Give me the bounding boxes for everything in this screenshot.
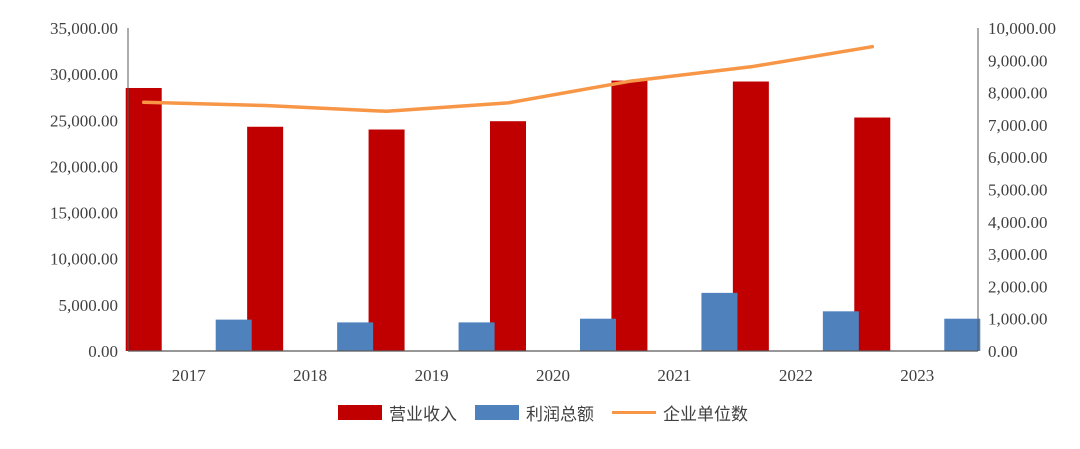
legend-swatch-enterprises xyxy=(612,411,656,414)
x-tick-label: 2017 xyxy=(172,366,207,385)
legend-label-profit: 利润总额 xyxy=(526,405,594,425)
y2-tick-label: 10,000.00 xyxy=(988,19,1056,38)
bar-revenue xyxy=(247,126,284,351)
legend-item-revenue: 营业收入 xyxy=(338,400,457,425)
line-enterprises xyxy=(141,44,875,114)
bar-revenue xyxy=(368,129,405,351)
y2-tick-label: 1,000.00 xyxy=(988,310,1048,329)
y2-tick-label: 5,000.00 xyxy=(988,181,1048,200)
y-tick-label: 10,000.00 xyxy=(50,250,118,269)
y2-tick-label: 6,000.00 xyxy=(988,148,1048,167)
y2-tick-label: 0.00 xyxy=(988,342,1018,361)
bar-profit xyxy=(944,318,981,351)
x-tick-label: 2021 xyxy=(657,366,691,385)
x-tick-label: 2019 xyxy=(415,366,449,385)
chart: 0.00 5,000.00 10,000.00 15,000.00 20,000.00 2… xyxy=(50,19,1056,385)
y-tick-label: 35,000.00 xyxy=(50,19,118,38)
bar-profit xyxy=(215,319,252,351)
legend-item-enterprises: 企业单位数 xyxy=(612,400,748,425)
y-tick-label: 15,000.00 xyxy=(50,204,118,223)
y-tick-label: 0.00 xyxy=(88,342,118,361)
y-tick-label: 25,000.00 xyxy=(50,111,118,130)
legend-swatch-profit xyxy=(475,405,519,420)
x-tick-label: 2022 xyxy=(779,366,813,385)
legend-item-profit: 利润总额 xyxy=(475,400,594,425)
bar-revenue xyxy=(125,87,162,351)
y2-tick-label: 2,000.00 xyxy=(988,277,1048,296)
bar-revenue xyxy=(854,117,891,351)
legend: 营业收入 利润总额 企业单位数 xyxy=(0,400,1080,425)
bar-profit xyxy=(580,318,616,351)
bar-profit xyxy=(701,292,738,351)
bar-profit xyxy=(822,311,859,351)
y2-tick-label: 7,000.00 xyxy=(988,116,1048,135)
legend-label-revenue: 营业收入 xyxy=(389,405,457,425)
x-tick-label: 2023 xyxy=(900,366,934,385)
bar-revenue xyxy=(611,80,648,352)
y-tick-label: 20,000.00 xyxy=(50,157,118,176)
bar-revenue xyxy=(732,81,769,352)
legend-label-enterprises: 企业单位数 xyxy=(663,405,748,425)
y2-tick-label: 8,000.00 xyxy=(988,84,1048,103)
bar-revenue xyxy=(490,121,526,351)
x-tick-label: 2020 xyxy=(536,366,570,385)
bar-profit xyxy=(337,322,374,351)
y2-tick-label: 3,000.00 xyxy=(988,245,1048,264)
y-tick-label: 5,000.00 xyxy=(59,296,119,315)
y2-tick-label: 9,000.00 xyxy=(988,51,1048,70)
y2-tick-label: 4,000.00 xyxy=(988,213,1048,232)
x-tick-label: 2018 xyxy=(293,366,327,385)
y-tick-label: 30,000.00 xyxy=(50,65,118,84)
bar-profit xyxy=(458,322,495,351)
legend-swatch-revenue xyxy=(338,405,382,420)
